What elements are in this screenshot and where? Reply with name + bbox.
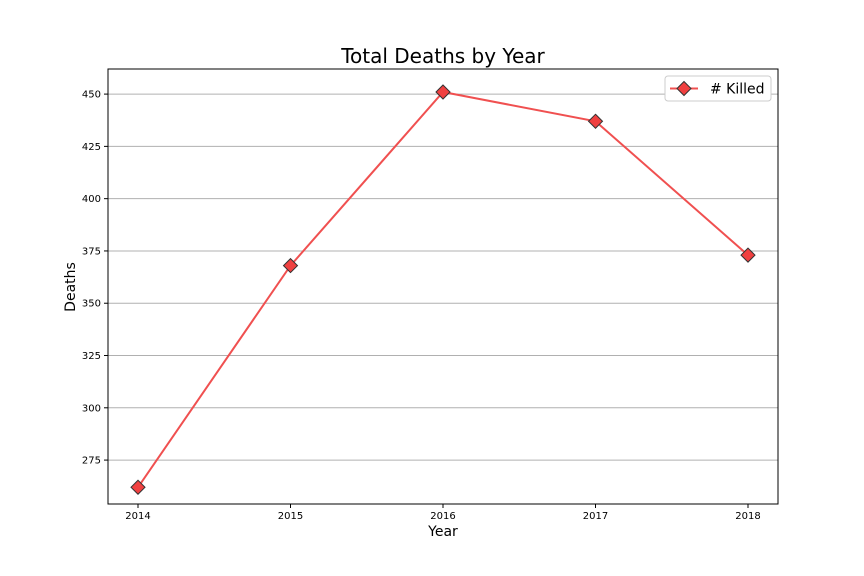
legend-box: [664, 75, 772, 102]
plot-area: [107, 68, 779, 505]
data-point-marker: [282, 257, 299, 274]
series-line: [137, 90, 749, 488]
x-tick-label: 2017: [583, 511, 608, 522]
legend-label: # Killed: [710, 82, 765, 98]
x-tick-label: 2018: [735, 511, 760, 522]
legend-marker-diamond: [676, 80, 692, 97]
grid-lines: [108, 93, 778, 461]
data-point-marker: [740, 247, 756, 263]
data-point-marker: [130, 479, 146, 495]
y-tick-label: 425: [82, 142, 101, 153]
y-tick-label: 450: [82, 90, 101, 101]
x-axis-title: Year: [427, 524, 458, 540]
x-tick-label: 2014: [125, 511, 150, 522]
legend: # Killed: [664, 75, 772, 102]
y-tick-label: 275: [82, 456, 101, 467]
data-point-marker: [435, 84, 451, 100]
y-tick-label: 350: [82, 299, 101, 310]
x-axis: 2014 2015 2016 2017 2018: [125, 504, 761, 522]
y-tick-label: 325: [82, 351, 101, 362]
data-point-marker: [587, 113, 604, 129]
series-group: [130, 84, 756, 495]
y-tick-label: 375: [82, 246, 101, 257]
chart-title: Total Deaths by Year: [340, 44, 545, 68]
y-tick-label: 300: [82, 403, 101, 414]
y-axis: 275 300 325 350 375 400 425 450: [82, 90, 108, 467]
x-tick-label: 2015: [278, 511, 303, 522]
y-axis-title: Deaths: [63, 262, 79, 312]
y-tick-label: 400: [82, 194, 101, 205]
x-tick-label: 2016: [430, 511, 455, 522]
